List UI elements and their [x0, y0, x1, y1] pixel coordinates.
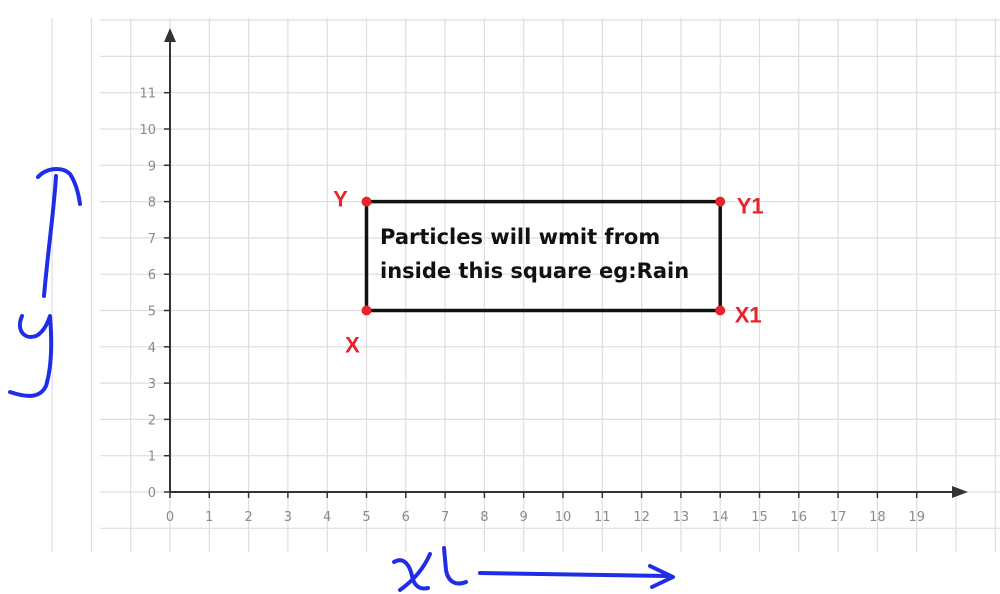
y-axis-arrowhead [164, 28, 176, 42]
y-tick-label: 5 [148, 305, 156, 320]
y-tick-label: 9 [148, 159, 156, 174]
x-axis-arrowhead [952, 486, 968, 498]
y-tick-label: 6 [148, 268, 156, 283]
x-tick-label: 5 [362, 510, 370, 525]
point-label-x: X [345, 333, 360, 358]
x-tick-label: 12 [633, 510, 650, 525]
x-tick-label: 9 [520, 510, 528, 525]
x-tick-label: 8 [480, 510, 488, 525]
x-tick-label: 0 [166, 510, 174, 525]
y-tick-label: 10 [139, 123, 156, 138]
point-marker-x [361, 305, 372, 316]
x-tick-label: 15 [751, 510, 768, 525]
x-tick-label: 14 [712, 510, 729, 525]
y-tick-label: 11 [139, 87, 156, 102]
x-tick-label: 4 [323, 510, 331, 525]
point-marker-y [361, 196, 372, 207]
y-tick-label: 8 [148, 196, 156, 211]
handwritten-x-arrow [478, 564, 675, 589]
y-tick-label: 4 [148, 341, 156, 356]
x-tick-label: 19 [908, 510, 925, 525]
point-label-x1: X1 [735, 303, 762, 328]
point-label-y: Y [333, 187, 348, 212]
x-tick-label: 2 [244, 510, 252, 525]
x-tick-label: 17 [830, 510, 847, 525]
corner-points: Y Y1 X X1 [333, 187, 764, 358]
x-tick-label: 7 [441, 510, 449, 525]
point-marker-y1 [715, 196, 726, 207]
grid [51, 18, 1000, 552]
x-tick-label: 11 [594, 510, 611, 525]
x-tick-label: 3 [284, 510, 292, 525]
x-tick-label: 13 [673, 510, 690, 525]
x-tick-label: 18 [869, 510, 886, 525]
handwritten-x-label [392, 546, 468, 592]
emission-rectangle [364, 199, 722, 313]
y-tick-labels: 0 1 2 3 4 5 6 7 8 9 10 11 [139, 87, 170, 501]
x-tick-label: 10 [555, 510, 572, 525]
x-tick-label: 6 [402, 510, 410, 525]
point-label-y1: Y1 [737, 194, 764, 219]
y-tick-label: 3 [148, 377, 156, 392]
x-tick-labels: 0 1 2 3 4 5 6 7 8 9 10 11 12 13 14 15 16 17 18 19 [166, 492, 925, 525]
point-marker-x1 [715, 305, 726, 316]
x-tick-label: 1 [205, 510, 213, 525]
annotation-line-2: inside this square eg:Rain [380, 259, 689, 283]
annotation-line-1: Particles will wmit from [380, 225, 660, 249]
y-tick-label: 0 [148, 486, 156, 501]
handwritten-y-label [8, 167, 82, 398]
y-tick-label: 1 [148, 450, 156, 465]
y-tick-label: 7 [148, 232, 156, 247]
y-tick-label: 2 [148, 413, 156, 428]
x-tick-label: 16 [791, 510, 808, 525]
